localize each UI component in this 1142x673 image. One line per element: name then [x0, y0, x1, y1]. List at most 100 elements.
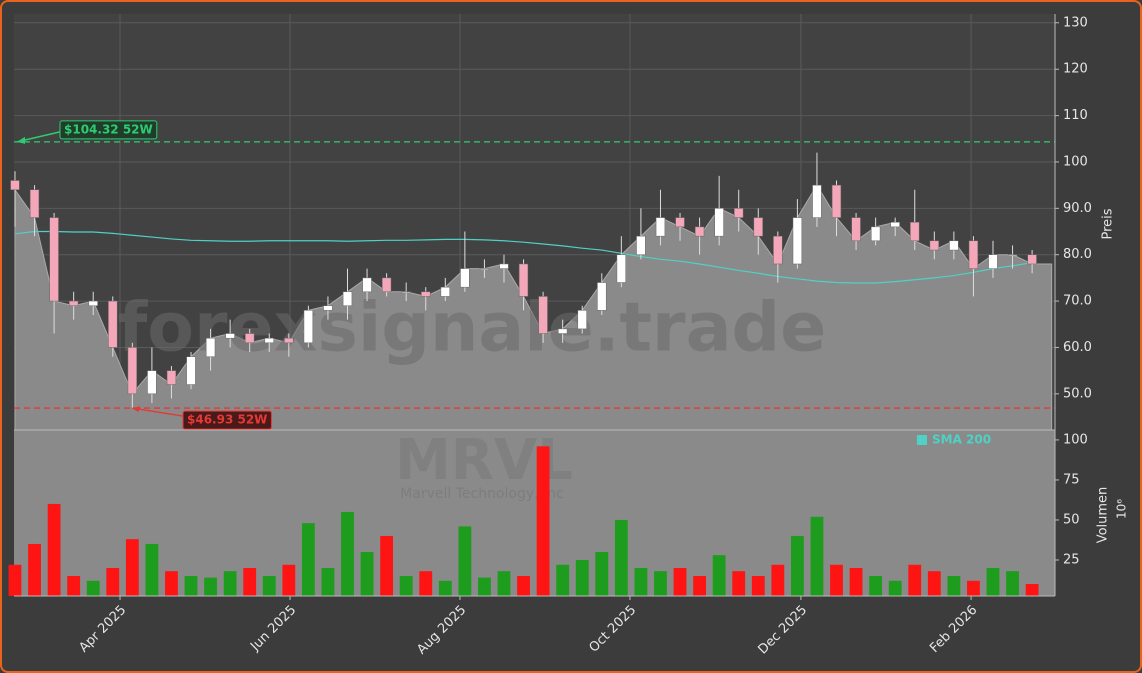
candle-body — [499, 263, 509, 269]
volume-bar — [243, 567, 257, 596]
volume-bar — [693, 575, 706, 596]
volume-bar — [634, 567, 648, 596]
candle-body — [147, 370, 157, 395]
y-tick-label: 110 — [1063, 108, 1088, 123]
candle-body — [968, 240, 979, 269]
volume-bar — [67, 575, 81, 596]
volume-bar — [204, 577, 217, 596]
volume-bar — [830, 564, 843, 596]
volume-bar — [184, 575, 198, 596]
volume-bar — [438, 580, 452, 596]
y-tick-label: 130 — [1063, 15, 1088, 30]
candle-body — [362, 277, 372, 293]
candle-body — [401, 291, 411, 294]
volume-bar — [751, 575, 765, 596]
x-tick-label: Dec 2025 — [756, 603, 811, 658]
arrow-head — [17, 136, 25, 144]
annotation-box — [182, 410, 272, 430]
volume-bar — [458, 526, 472, 596]
volume-bar — [947, 575, 961, 596]
volume-bar — [517, 575, 530, 596]
candle-body — [245, 333, 255, 344]
volume-bar — [967, 580, 980, 596]
y-tick-label: 90.0 — [1063, 201, 1092, 216]
candle-body — [127, 347, 137, 395]
volume-bar — [145, 543, 159, 596]
volume-bar — [380, 535, 394, 596]
annotation-box — [59, 120, 158, 140]
volume-bar — [478, 577, 491, 596]
volume-bar — [810, 516, 824, 596]
y2-exponent: 10⁶ — [1115, 499, 1129, 519]
candle-body — [284, 337, 294, 344]
x-tick-label: Feb 2026 — [927, 603, 980, 656]
x-tick-label: Oct 2025 — [586, 603, 639, 656]
volume-bar — [8, 564, 22, 596]
volume-bar — [575, 559, 589, 596]
candle-body — [10, 180, 20, 191]
volume-bar — [536, 446, 550, 596]
candle-body — [88, 300, 98, 306]
volume-bar — [927, 571, 941, 596]
candle-body — [949, 240, 959, 251]
x-tick-label: Aug 2025 — [414, 603, 469, 658]
volume-bar — [732, 571, 746, 596]
y-tick-label: 70.0 — [1063, 294, 1092, 309]
candle-body — [792, 217, 803, 265]
candle-body — [479, 268, 490, 270]
candle-body — [714, 208, 724, 237]
volume-bar — [497, 571, 511, 596]
y2-axis-label: Volumen — [1096, 487, 1111, 544]
candle-body — [440, 286, 450, 297]
candle-body — [323, 305, 333, 311]
candle-body — [988, 254, 998, 269]
volume-bar — [908, 564, 922, 596]
volume-bar — [849, 567, 863, 596]
y-axis-label: Preis — [1101, 208, 1116, 239]
volume-bar — [301, 523, 315, 596]
volume-bar — [986, 567, 1000, 596]
candle-body — [342, 291, 353, 306]
arrow-head — [132, 406, 141, 413]
volume-bar — [125, 539, 139, 596]
candle-body — [577, 310, 587, 330]
volume-bar — [673, 567, 687, 596]
y-tick-label: 80.0 — [1063, 247, 1092, 262]
y-tick-label: 100 — [1063, 154, 1088, 169]
x-tick-label: Apr 2025 — [76, 603, 129, 656]
y2-tick-label: 50 — [1063, 512, 1080, 527]
candle-body — [929, 240, 939, 251]
volume-bar — [1006, 571, 1019, 596]
candle-body — [518, 263, 529, 297]
candle-body — [734, 208, 744, 218]
volume-bar — [556, 564, 570, 596]
candle-body — [655, 217, 666, 237]
candle-body — [851, 217, 861, 242]
volume-panel — [14, 430, 1055, 596]
volume-bar — [262, 575, 276, 596]
watermark: forexsignale.trade — [118, 289, 827, 368]
volume-bar — [1025, 583, 1039, 596]
y-tick-label: 60.0 — [1063, 340, 1092, 355]
volume-bar — [595, 551, 609, 596]
candle-body — [460, 268, 470, 288]
y-tick-label: 120 — [1063, 62, 1088, 77]
candle-body — [186, 356, 196, 385]
volume-bar — [771, 564, 785, 596]
x-tick-label: Jun 2025 — [247, 603, 299, 655]
annotation-label: $46.93 52W — [187, 413, 267, 427]
candle-body — [29, 189, 40, 218]
candle-body — [205, 337, 216, 357]
candle-body — [225, 333, 235, 339]
volume-bar — [86, 580, 100, 596]
candle-body — [108, 300, 118, 348]
volume-bar — [223, 571, 237, 596]
candle-body — [597, 282, 607, 311]
volume-bar — [165, 571, 178, 596]
candle-body — [870, 226, 881, 242]
volume-bar — [712, 555, 726, 596]
candle-body — [812, 184, 822, 218]
candle-body — [303, 310, 314, 344]
